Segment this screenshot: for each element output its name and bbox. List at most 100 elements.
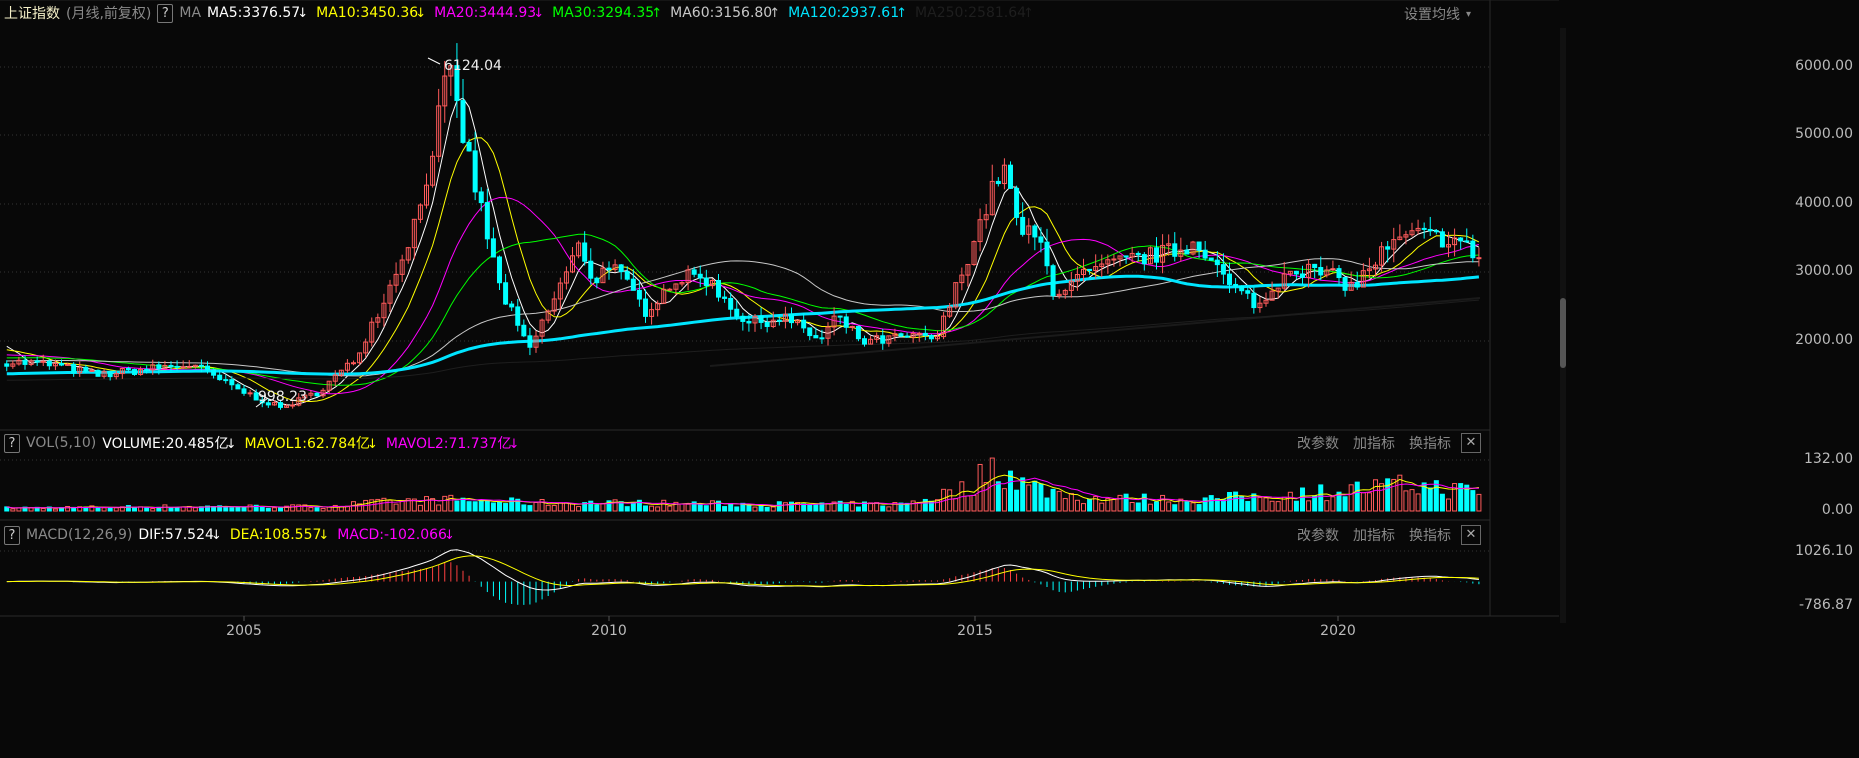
help-button[interactable]: ? xyxy=(157,3,174,23)
volume-bar xyxy=(886,506,892,512)
macd-indicator-name[interactable]: MACD(12,26,9) xyxy=(26,527,133,543)
volume-bar xyxy=(284,505,290,512)
volume-bar xyxy=(624,506,630,512)
volume-bar xyxy=(1062,498,1068,512)
candle-down xyxy=(837,315,843,318)
volume-bar xyxy=(1385,478,1391,512)
candle-down xyxy=(265,402,271,406)
candle-down xyxy=(217,374,223,381)
candle-up xyxy=(673,283,679,290)
volume-bar xyxy=(40,508,46,512)
candle-up xyxy=(1446,244,1451,248)
volume-bar xyxy=(1306,500,1312,512)
volume-bar xyxy=(1081,503,1086,512)
volume-bar xyxy=(223,506,229,512)
volume-bar xyxy=(1014,489,1020,512)
help-button[interactable]: ? xyxy=(4,525,20,545)
volume-panel-tools: 改参数 加指标 换指标 ✕ xyxy=(1297,433,1481,453)
volume-bar xyxy=(630,501,636,512)
chart-mode[interactable]: (月线,前复权) xyxy=(66,6,152,22)
volume-bar xyxy=(1141,493,1147,512)
close-icon[interactable]: ✕ xyxy=(1461,525,1481,545)
switch-indicator-button[interactable]: 换指标 xyxy=(1409,528,1451,544)
volume-bar xyxy=(65,506,71,512)
volume-bar xyxy=(10,508,16,512)
candle-up xyxy=(989,180,995,216)
volume-bar xyxy=(1391,478,1397,512)
scrollbar-thumb[interactable] xyxy=(1560,298,1566,368)
candle-up xyxy=(417,204,423,220)
switch-indicator-button[interactable]: 换指标 xyxy=(1409,436,1451,452)
volume_panel-value: VOLUME:20.485亿 xyxy=(102,436,229,452)
ma-value: MA5:3376.57 xyxy=(207,5,301,21)
candle-down xyxy=(1135,252,1141,256)
add-indicator-button[interactable]: 加指标 xyxy=(1353,528,1395,544)
volume-bar xyxy=(1263,497,1269,512)
help-button[interactable]: ? xyxy=(4,433,20,453)
volume-bar xyxy=(393,503,399,512)
ma-value: MA60:3156.80 xyxy=(670,5,773,21)
ma-legend: MA5:3376.57↓ MA10:3450.36↓ MA20:3444.93↓ MA… xyxy=(207,5,1034,21)
volume-bar xyxy=(576,506,582,512)
candle-up xyxy=(442,75,448,107)
candle-up xyxy=(1397,236,1403,241)
candle-up xyxy=(831,315,837,328)
trend-arrow-icon: ↓ xyxy=(367,437,378,452)
modify-params-button[interactable]: 改参数 xyxy=(1297,528,1339,544)
candle-down xyxy=(1014,187,1020,218)
close-icon[interactable]: ✕ xyxy=(1461,433,1481,453)
candle-down xyxy=(697,273,703,279)
candle-down xyxy=(527,335,533,348)
ma-settings-button[interactable]: 设置均线 ▾ xyxy=(1404,4,1471,24)
add-indicator-button[interactable]: 加指标 xyxy=(1353,436,1395,452)
volume-bar xyxy=(734,506,740,512)
candle-up xyxy=(119,368,125,375)
modify-params-button[interactable]: 改参数 xyxy=(1297,436,1339,452)
candle-up xyxy=(357,352,363,364)
candle-down xyxy=(1336,268,1342,279)
ma5-line xyxy=(6,97,1480,406)
vertical-scrollbar[interactable] xyxy=(1560,28,1566,623)
volume-bar xyxy=(643,505,648,512)
symbol-name[interactable]: 上证指数 xyxy=(4,6,60,22)
volume-indicator-name[interactable]: VOL(5,10) xyxy=(26,435,97,451)
volume-bar xyxy=(1269,500,1275,512)
volume-bar xyxy=(545,504,551,512)
volume-bar xyxy=(983,482,989,512)
candle-down xyxy=(643,298,648,317)
volume-bar xyxy=(1397,474,1403,512)
volume-bar xyxy=(1184,501,1190,512)
macd-axis-label: -786.87 xyxy=(1798,597,1853,613)
volume-bar xyxy=(837,500,843,512)
candle-up xyxy=(326,380,332,391)
volume-bar xyxy=(563,502,569,512)
volume-bar xyxy=(557,502,563,512)
candle-up xyxy=(667,288,673,291)
trend-arrow-icon: ↓ xyxy=(318,528,330,543)
candle-up xyxy=(1190,241,1196,255)
volume-bar xyxy=(381,497,387,512)
candle-down xyxy=(1318,267,1324,276)
candle-up xyxy=(1026,225,1032,235)
candle-up xyxy=(1074,274,1080,282)
volume-bar xyxy=(922,498,928,512)
candle-up xyxy=(849,325,855,328)
volume-bar xyxy=(612,499,618,512)
candle-down xyxy=(460,100,466,143)
price-axis-label: 5000.00 xyxy=(1795,126,1853,142)
candle-up xyxy=(430,155,436,186)
indicator-name[interactable]: MA xyxy=(179,5,202,21)
volume-bar xyxy=(880,505,886,512)
candle-up xyxy=(795,319,801,324)
candle-down xyxy=(1458,237,1464,242)
volume_panel-item: VOLUME:20.485亿↓ xyxy=(102,433,236,453)
ma250-line xyxy=(6,299,1479,381)
volume-bar xyxy=(770,506,776,512)
candle-up xyxy=(874,335,880,340)
main-chart-header: 上证指数 (月线,前复权) ? MA MA5:3376.57↓ MA10:3450… xyxy=(4,2,1034,24)
candle-up xyxy=(576,242,582,257)
volume-bar xyxy=(703,505,709,512)
volume-bar xyxy=(977,463,983,512)
volume-bar xyxy=(162,504,168,512)
